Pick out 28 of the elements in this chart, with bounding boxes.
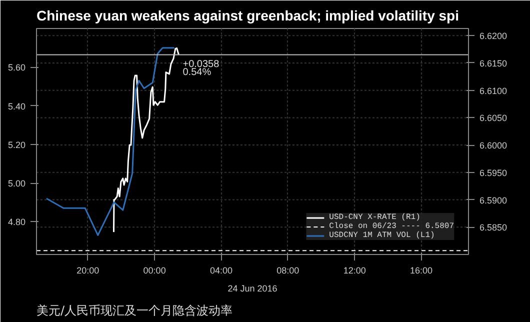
line-series <box>112 47 180 233</box>
y2-tick-label: 6.5900 <box>480 195 508 206</box>
y2-tick-label: 6.6150 <box>480 58 508 68</box>
y2-tick-label: 6.5950 <box>480 168 508 178</box>
text: 美元/人民币现汇及一个月隐含波动率 <box>36 304 233 318</box>
legend-label: Close on 06/23 ---- 6.5807 <box>329 222 454 231</box>
annotation: 0.54% <box>182 66 212 78</box>
y-tick-label: 5.40 <box>8 101 26 112</box>
y2-tick-label: 6.5850 <box>480 222 508 233</box>
y2-tick-label: 6.6100 <box>480 86 508 96</box>
y2-tick-label: 6.6050 <box>480 113 508 124</box>
legend-label: USD-CNY X-RATE (R1) <box>329 213 420 222</box>
x-tick-label: 08:00 <box>276 266 300 276</box>
line-series <box>46 47 176 236</box>
x-axis-title: 24 Jun 2016 <box>228 284 278 294</box>
y-tick-label: 5.20 <box>8 140 26 150</box>
y-tick-label: 4.80 <box>8 217 26 228</box>
x-tick-label: 16:00 <box>410 266 433 276</box>
legend-label: USDCNY 1M ATM VOL (L1) <box>329 231 435 240</box>
x-tick-label: 20:00 <box>76 266 100 276</box>
x-tick-label: 12:00 <box>343 266 366 276</box>
chart-title: Chinese yuan weakens against greenback; implied volatility spi <box>36 8 459 24</box>
x-tick-label: 04:00 <box>210 266 233 276</box>
y2-tick-label: 6.6200 <box>480 31 508 42</box>
x-tick-label: 00:00 <box>143 266 166 276</box>
y-tick-label: 5.00 <box>8 178 26 189</box>
y2-tick-label: 6.6000 <box>480 140 508 151</box>
y-tick-label: 5.60 <box>8 62 26 73</box>
